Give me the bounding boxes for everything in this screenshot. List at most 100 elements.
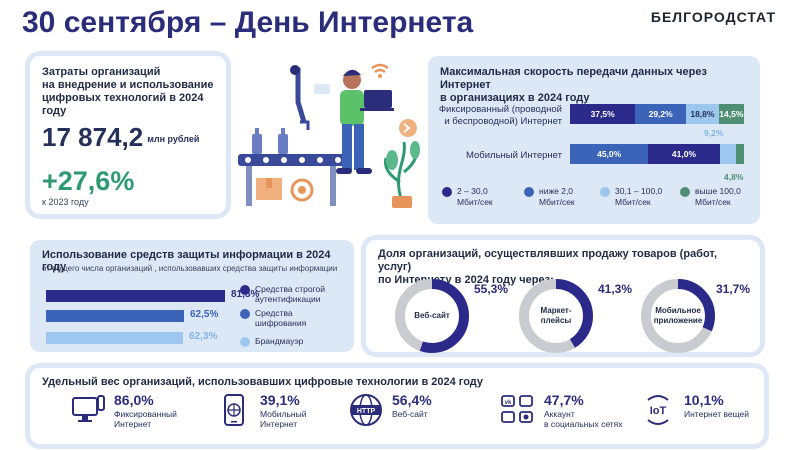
costs-growth: +27,6% [42, 166, 135, 196]
security-bar-value: 62,3% [189, 331, 218, 342]
stat-label-line-2: Интернет [114, 419, 152, 429]
stat-label: Аккаунт в социальных сетях [544, 409, 623, 429]
stat-label-line-2: в социальных сетях [544, 419, 623, 429]
costs-unit: млн рублей [147, 134, 200, 144]
speed-legend-item-4: выше 100,0 Мбит/сек [680, 186, 741, 208]
stat-label: Веб-сайт [392, 409, 432, 419]
speed-legend-item-3: 30,1 – 100,0 Мбит/сек [600, 186, 662, 208]
donut-name: Веб-сайт [394, 278, 470, 354]
speed-segment: 18,8% [686, 104, 719, 124]
legend-dot [240, 309, 250, 319]
legend-text: 2 – 30,0 Мбит/сек [457, 186, 493, 208]
donut-name-line-1: Мобильное [655, 306, 701, 315]
legend-dot [442, 187, 452, 197]
donut-mobile-app: Мобильное приложение [640, 278, 716, 354]
speed-row-label-mobile-line-1: Мобильный Интернет [465, 150, 562, 161]
iot-icon: IoT [647, 395, 669, 425]
donut-value: 31,7% [716, 282, 751, 296]
sales-card: Доля организаций, осуществлявших продажу… [366, 240, 760, 354]
stat-text: 39,1% Мобильный Интернет [260, 392, 306, 429]
computer-icon [72, 395, 105, 422]
legend-line-2: Мбит/сек [615, 197, 651, 207]
stat-label-line-1: Интернет вещей [684, 409, 749, 419]
legend-line-1: Брандмауэр [255, 336, 304, 346]
stat-value: 86,0% [114, 392, 154, 408]
legend-text: 30,1 – 100,0 Мбит/сек [615, 186, 662, 208]
legend-dot [240, 285, 250, 295]
legend-line-2: Мбит/сек [695, 197, 731, 207]
stat-text: 47,7% Аккаунт в социальных сетях [544, 392, 623, 429]
costs-card: Затраты организаций на внедрение и испол… [30, 56, 226, 214]
speed-segment: 45,0% [570, 144, 649, 164]
social-network-icon: vk [501, 395, 533, 423]
speed-row-label-fixed: Фиксированный (проводной и беспроводной)… [432, 104, 562, 128]
stat-label-line-1: Фиксированный [114, 409, 177, 419]
speed-row-label-fixed-line-1: Фиксированный (проводной [438, 104, 562, 115]
donut-name-line-1: Веб-сайт [414, 311, 450, 320]
speed-segment [719, 144, 736, 164]
security-card: Использование средств защиты информации … [30, 240, 354, 352]
donut-arc [641, 279, 715, 353]
stat-fixed-internet: 86,0% Фиксированный Интернет [70, 392, 177, 429]
stat-label: Интернет вещей [684, 409, 749, 419]
digital-heading: Удельный вес организаций, использовавших… [42, 376, 484, 388]
legend-line-2: Мбит/сек [457, 197, 493, 207]
costs-value: 17 874,2 [42, 122, 144, 152]
stat-label-line-1: Мобильный [260, 409, 307, 419]
donut-arc [519, 279, 593, 353]
page-title: 30 сентября – День Интернета [22, 6, 474, 39]
stat-label-line-1: Аккаунт [544, 409, 575, 419]
stat-value: 56,4% [392, 392, 432, 408]
donut-value: 55,3% [474, 282, 509, 296]
legend-text: Средства строгой аутентификации [255, 284, 325, 304]
speed-heading-line-1: Максимальная скорость передачи данных че… [440, 66, 707, 91]
donut-value: 41,3% [598, 282, 633, 296]
costs-heading-line-3: цифровых технологий в 2024 году [42, 92, 204, 117]
stat-value: 47,7% [544, 392, 584, 408]
legend-dot [524, 187, 534, 197]
legend-line-2: Мбит/сек [539, 197, 575, 207]
stat-label-line-1: Веб-сайт [392, 409, 428, 419]
http-globe-icon: HTTP [350, 394, 382, 426]
svg-text:IoT: IoT [650, 405, 667, 417]
stat-label: Фиксированный Интернет [114, 409, 177, 429]
donut-arc [395, 279, 469, 353]
speed-segment: 41,0% [648, 144, 720, 164]
costs-heading-line-1: Затраты организаций [42, 66, 161, 78]
stat-text: 10,1% Интернет вещей [684, 392, 749, 419]
svg-text:HTTP: HTTP [357, 408, 376, 415]
stat-mobile-internet: 39,1% Мобильный Интернет [216, 392, 306, 429]
worker-factory-illustration [238, 63, 420, 208]
speed-segment: 14,5% [718, 104, 744, 124]
security-subheading: от общего числа организаций , использова… [42, 264, 338, 273]
speed-card: Максимальная скорость передачи данных че… [428, 56, 760, 224]
donut-name-line-2: плейсы [540, 316, 572, 325]
legend-text: ниже 2,0 Мбит/сек [539, 186, 575, 208]
speed-segment: 37,5% [570, 104, 636, 124]
phone-icon [224, 394, 244, 426]
legend-dot [240, 337, 250, 347]
sales-heading-line-1: Доля организаций, осуществлявших продажу… [378, 248, 718, 273]
security-bar-value: 62,5% [190, 309, 219, 320]
stat-label: Мобильный Интернет [260, 409, 306, 429]
speed-legend-item-2: ниже 2,0 Мбит/сек [524, 186, 575, 208]
donut-name: Мобильное приложение [640, 278, 716, 354]
security-legend-item-3: Брандмауэр [240, 336, 303, 347]
speed-segment [735, 144, 744, 164]
legend-line-1: ниже 2,0 [539, 186, 574, 196]
brand-logo: БЕЛГОРОДСТАТ [650, 9, 776, 25]
legend-line-1: выше 100,0 [695, 186, 741, 196]
legend-line-1: 30,1 – 100,0 [615, 186, 663, 196]
speed-callout-light: 9,2% [704, 128, 724, 138]
security-bar-authentication [46, 290, 225, 302]
stat-text: 86,0% Фиксированный Интернет [114, 392, 177, 429]
legend-text: выше 100,0 Мбит/сек [695, 186, 741, 208]
stat-value: 10,1% [684, 392, 724, 408]
security-bar-encryption [46, 310, 184, 322]
legend-line-1: Средства [255, 308, 293, 318]
security-bar-firewall [46, 332, 183, 344]
donut-website: Веб-сайт [394, 278, 470, 354]
speed-row-label-mobile: Мобильный Интернет [432, 150, 562, 162]
donut-chart [641, 279, 715, 353]
security-legend-item-1: Средства строгой аутентификации [240, 284, 325, 304]
